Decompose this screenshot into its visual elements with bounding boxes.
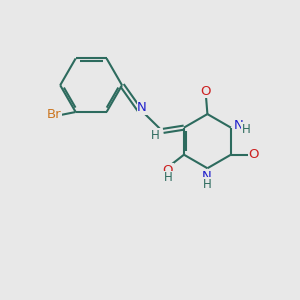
Text: O: O [249,148,259,161]
Text: H: H [242,123,250,136]
Text: N: N [202,170,212,183]
Text: H: H [164,171,172,184]
Text: H: H [202,178,211,191]
Text: N: N [234,119,244,132]
Text: O: O [201,85,211,98]
Text: Br: Br [46,108,61,122]
Text: H: H [151,129,159,142]
Text: N: N [137,101,147,114]
Text: O: O [163,164,173,177]
